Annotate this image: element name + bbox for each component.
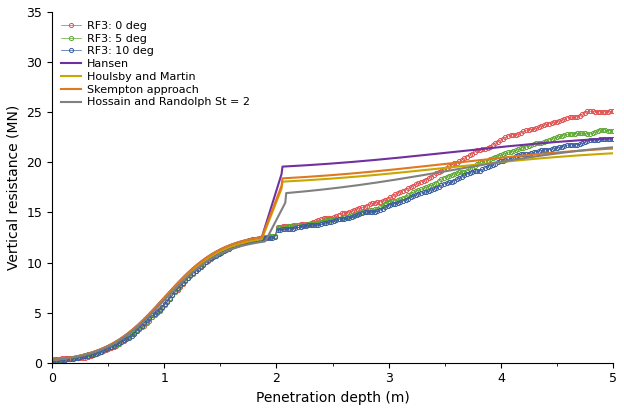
Houlsby and Martin [470,162,478,167]
Houlsby and Martin [148,310,155,315]
RF3: 10 deg: (1.39, 10.3): 10 deg: (1.39, 10.3) [205,258,212,262]
Hansen [470,147,478,152]
RF3: 5 deg: (4.25, 21.6): 5 deg: (4.25, 21.6) [525,144,532,149]
Legend: RF3: 0 deg, RF3: 5 deg, RF3: 10 deg, Hansen, Houlsby and Martin, Skempton approa: RF3: 0 deg, RF3: 5 deg, RF3: 10 deg, Han… [57,16,254,112]
Y-axis label: Vertical resistance (MN): Vertical resistance (MN) [7,105,21,270]
Hansen [379,157,386,162]
RF3: 0 deg: (1.37, 10): 0 deg: (1.37, 10) [202,260,210,265]
Hossain and Randolph St = 2 [48,358,56,363]
Hossain and Randolph St = 2 [193,267,200,272]
Hossain and Randolph St = 2 [470,164,478,169]
RF3: 0 deg: (4.47, 24): 0 deg: (4.47, 24) [550,120,558,125]
RF3: 10 deg: (0.0457, 0.178): 10 deg: (0.0457, 0.178) [54,358,61,363]
Houlsby and Martin [609,151,617,156]
Hansen [423,152,431,157]
Line: RF3: 10 deg: RF3: 10 deg [50,137,615,363]
RF3: 0 deg: (4.38, 23.7): 0 deg: (4.38, 23.7) [540,122,548,127]
RF3: 10 deg: (0, 0.213): 10 deg: (0, 0.213) [48,358,56,363]
Skempton approach [48,358,56,363]
Houlsby and Martin [193,265,200,269]
RF3: 10 deg: (4.41, 21.2): 10 deg: (4.41, 21.2) [543,147,550,152]
Skempton approach [379,168,386,173]
Houlsby and Martin [302,178,310,183]
Line: RF3: 0 deg: RF3: 0 deg [50,109,615,362]
Houlsby and Martin [379,172,386,177]
Hossain and Randolph St = 2 [423,172,431,177]
Line: Skempton approach: Skempton approach [52,149,613,360]
RF3: 5 deg: (1.39, 10.3): 5 deg: (1.39, 10.3) [205,257,212,262]
RF3: 0 deg: (1.46, 10.8): 0 deg: (1.46, 10.8) [212,252,220,257]
RF3: 5 deg: (2.69, 14.8): 5 deg: (2.69, 14.8) [351,212,358,217]
RF3: 5 deg: (0, 0.332): 5 deg: (0, 0.332) [48,357,56,362]
Skempton approach [423,164,431,169]
RF3: 10 deg: (2.69, 14.6): 10 deg: (2.69, 14.6) [351,214,358,219]
Skempton approach [302,175,310,180]
Line: RF3: 5 deg: RF3: 5 deg [50,128,615,363]
RF3: 5 deg: (4.41, 22.1): 5 deg: (4.41, 22.1) [543,138,550,143]
Houlsby and Martin [423,167,431,172]
RF3: 10 deg: (4.25, 20.8): 10 deg: (4.25, 20.8) [525,151,532,156]
RF3: 5 deg: (4.91, 23.3): 5 deg: (4.91, 23.3) [599,127,607,132]
RF3: 0 deg: (0, 0.306): 0 deg: (0, 0.306) [48,357,56,362]
RF3: 5 deg: (1.48, 10.9): 5 deg: (1.48, 10.9) [215,251,222,256]
RF3: 0 deg: (4.22, 23.2): 0 deg: (4.22, 23.2) [522,128,530,133]
RF3: 0 deg: (2.67, 15.1): 0 deg: (2.67, 15.1) [348,209,356,214]
Skempton approach [193,263,200,268]
X-axis label: Penetration depth (m): Penetration depth (m) [256,391,409,405]
Hansen [148,309,155,314]
Hossain and Randolph St = 2 [609,145,617,150]
Hossain and Randolph St = 2 [302,189,310,194]
RF3: 10 deg: (5, 22.3): 10 deg: (5, 22.3) [609,136,617,141]
Line: Houlsby and Martin: Houlsby and Martin [52,153,613,360]
Hansen [302,163,310,168]
Line: Hansen: Hansen [52,138,613,360]
Skempton approach [470,158,478,163]
Hossain and Randolph St = 2 [379,179,386,184]
Hansen [193,263,200,268]
Hansen [48,358,56,363]
Hossain and Randolph St = 2 [148,311,155,316]
Hansen [609,136,617,140]
RF3: 10 deg: (1.48, 10.8): 10 deg: (1.48, 10.8) [215,252,222,257]
RF3: 5 deg: (5, 23.2): 5 deg: (5, 23.2) [609,128,617,133]
RF3: 10 deg: (4.5, 21.5): 10 deg: (4.5, 21.5) [553,145,560,150]
RF3: 0 deg: (5, 25.1): 0 deg: (5, 25.1) [609,108,617,113]
RF3: 5 deg: (0.0457, 0.235): 5 deg: (0.0457, 0.235) [54,358,61,363]
Skempton approach [148,309,155,314]
Houlsby and Martin [48,358,56,363]
Skempton approach [609,146,617,151]
RF3: 5 deg: (4.5, 22.5): 5 deg: (4.5, 22.5) [553,135,560,140]
Line: Hossain and Randolph St = 2: Hossain and Randolph St = 2 [52,147,613,360]
